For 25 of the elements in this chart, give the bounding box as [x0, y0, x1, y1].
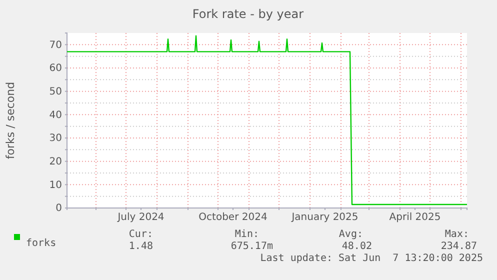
- y-tick-label: 30: [49, 133, 62, 144]
- y-tick-label: 40: [49, 110, 62, 121]
- x-tick-label: October 2024: [198, 212, 268, 224]
- text: Avg:: [338, 229, 363, 240]
- y-tick-label: 20: [49, 156, 62, 168]
- text: Cur:: [128, 229, 153, 240]
- y-tick-label: 50: [49, 86, 62, 98]
- text: 675.17m: [230, 241, 273, 252]
- y-tick-label: 70: [49, 40, 62, 51]
- x-tick-label: January 2025: [290, 212, 358, 224]
- line-series: [66, 35, 468, 206]
- text: Last update: Sat Jun 7 13:20:00 2025: [260, 253, 483, 264]
- chart-title: Fork rate - by year: [192, 7, 304, 21]
- text: 48.02: [342, 241, 372, 252]
- x-tick-label: April 2025: [389, 212, 441, 224]
- y-tick-label: 0: [56, 203, 62, 214]
- y-tick-label: 60: [49, 63, 62, 74]
- y-tick-label: 10: [49, 180, 62, 191]
- text: Min:: [234, 229, 259, 240]
- text: 234.87: [440, 241, 477, 252]
- legend-label: forks: [26, 238, 56, 249]
- y-axis-title: forks / second: [4, 82, 17, 160]
- x-tick-label: July 2024: [116, 212, 164, 224]
- text: Max:: [444, 229, 469, 240]
- text: 1.48: [128, 241, 153, 252]
